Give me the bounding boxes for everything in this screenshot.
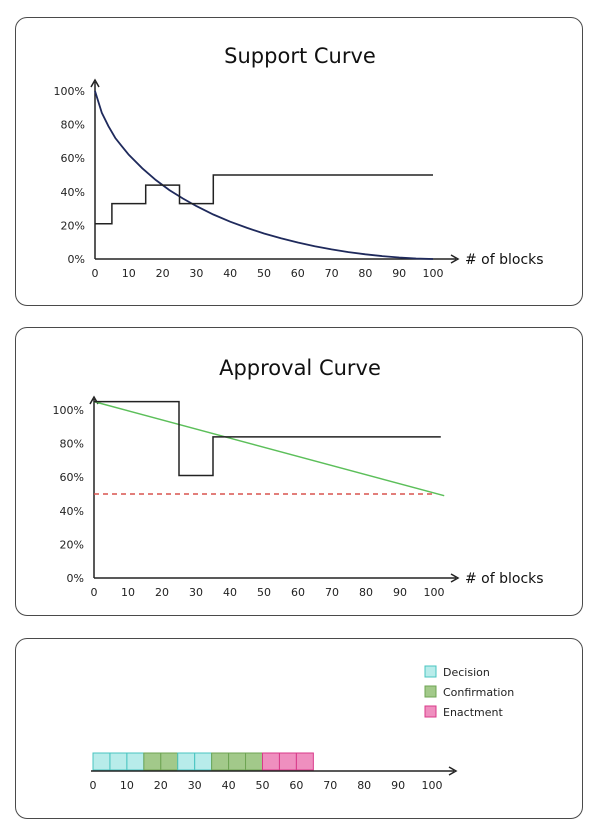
timeline-block xyxy=(126,752,145,771)
timeline-block xyxy=(295,752,314,771)
y-tick-label: 80% xyxy=(60,438,84,451)
timeline-block xyxy=(278,752,297,771)
support-curve-chart: Support Curve # of blocks 0 10 20 30 40 50 60 70 8… xyxy=(54,44,544,280)
step-series-line xyxy=(94,400,441,477)
legend-swatch xyxy=(424,705,437,718)
y-tick-label: 60% xyxy=(60,471,84,484)
timeline-panel: Decision Confirmation Enactment 0 10 20 30 40 50… xyxy=(15,638,583,819)
linear-series-line xyxy=(93,400,445,497)
timeline-block xyxy=(245,752,264,771)
y-axis-arrow xyxy=(90,78,100,88)
timeline-block xyxy=(228,752,247,771)
x-tick-label: 70 xyxy=(325,586,339,599)
x-tick-label: 30 xyxy=(189,267,203,280)
y-tick-label: 40% xyxy=(60,505,84,518)
x-tick-label: 0 xyxy=(90,779,97,792)
y-tick-label: 20% xyxy=(60,538,84,551)
x-tick-label: 60 xyxy=(289,779,303,792)
y-tick-label: 80% xyxy=(61,119,85,132)
y-tick-label: 100% xyxy=(54,85,85,98)
x-tick-label: 90 xyxy=(392,267,406,280)
x-tick-label: 10 xyxy=(120,779,134,792)
x-tick-label: 60 xyxy=(291,267,305,280)
legend-swatch xyxy=(424,685,437,698)
x-tick-label: 70 xyxy=(323,779,337,792)
timeline-block xyxy=(109,752,128,771)
legend-label: Enactment xyxy=(443,706,503,719)
legend-label: Decision xyxy=(443,666,490,679)
x-tick-label: 20 xyxy=(154,779,168,792)
y-tick-label: 40% xyxy=(61,186,85,199)
timeline-block xyxy=(262,752,280,771)
x-tick-label: 100 xyxy=(424,586,445,599)
x-tick-label: 10 xyxy=(122,267,136,280)
x-axis-arrow xyxy=(450,254,460,264)
timeline-block xyxy=(211,752,230,771)
timeline-block xyxy=(160,752,179,771)
x-tick-label: 0 xyxy=(91,586,98,599)
chart-title: Support Curve xyxy=(224,44,376,68)
x-tick-label: 50 xyxy=(257,267,271,280)
chart-title: Approval Curve xyxy=(219,356,381,380)
y-tick-label: 100% xyxy=(53,404,84,417)
approval-curve-panel: Approval Curve # of blocks 0 10 20 30 40 50 60 70… xyxy=(15,327,583,616)
x-tick-label: 80 xyxy=(358,267,372,280)
timeline-block xyxy=(92,752,111,771)
timeline-block xyxy=(194,752,213,771)
x-tick-label: 80 xyxy=(357,779,371,792)
x-tick-label: 90 xyxy=(391,779,405,792)
x-tick-label: 90 xyxy=(393,586,407,599)
support-curve-panel: Support Curve # of blocks 0 10 20 30 40 50 60 70 8… xyxy=(15,17,583,306)
x-tick-label: 100 xyxy=(422,779,443,792)
timeline-block xyxy=(177,752,196,771)
x-axis-arrow xyxy=(448,766,458,776)
x-axis-arrow xyxy=(450,573,460,583)
y-tick-label: 60% xyxy=(61,152,85,165)
y-tick-label: 0% xyxy=(67,572,84,585)
x-tick-label: 40 xyxy=(222,779,236,792)
legend-swatch xyxy=(424,665,437,678)
x-tick-label: 100 xyxy=(423,267,444,280)
y-tick-label: 20% xyxy=(61,219,85,232)
x-tick-label: 30 xyxy=(188,779,202,792)
x-tick-label: 20 xyxy=(155,586,169,599)
step-series-line xyxy=(95,174,433,225)
x-tick-label: 50 xyxy=(256,779,270,792)
x-tick-label: 0 xyxy=(92,267,99,280)
x-tick-label: 10 xyxy=(121,586,135,599)
x-tick-label: 80 xyxy=(359,586,373,599)
x-tick-label: 30 xyxy=(189,586,203,599)
legend-label: Confirmation xyxy=(443,686,514,699)
x-axis-label: # of blocks xyxy=(465,252,544,268)
x-axis-label: # of blocks xyxy=(465,571,544,587)
x-tick-label: 40 xyxy=(223,267,237,280)
x-tick-label: 40 xyxy=(223,586,237,599)
approval-curve-chart: Approval Curve # of blocks 0 10 20 30 40 50 60 70… xyxy=(53,356,544,599)
timeline-block xyxy=(143,752,162,771)
y-tick-label: 0% xyxy=(68,253,85,266)
x-tick-label: 70 xyxy=(325,267,339,280)
x-tick-label: 60 xyxy=(291,586,305,599)
x-tick-label: 50 xyxy=(257,586,271,599)
timeline-chart: Decision Confirmation Enactment 0 10 20 30 40 50… xyxy=(90,665,514,792)
x-tick-label: 20 xyxy=(156,267,170,280)
curve-series-line xyxy=(94,90,434,260)
